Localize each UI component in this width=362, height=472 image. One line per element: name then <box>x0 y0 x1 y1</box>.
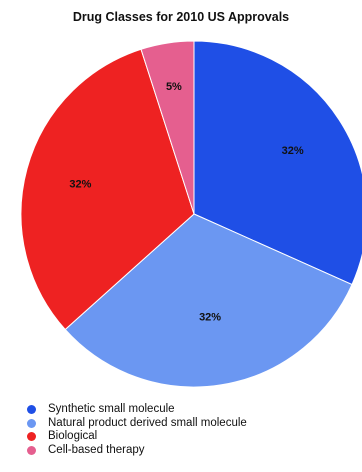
slice-natural-product-label: 32% <box>199 312 221 324</box>
slice-cell-based <box>140 40 195 215</box>
chart-title: Drug Classes for 2010 US Approvals <box>72 10 290 24</box>
legend-item-natural-product: Natural product derived small molecule <box>27 417 247 431</box>
legend-label: Natural product derived small molecule <box>48 416 247 429</box>
legend-item-biological: Biological <box>27 430 247 444</box>
slice-biological-label: 32% <box>69 178 91 190</box>
slice-synthetic-label: 32% <box>282 145 304 157</box>
slice-cell-based-label: 5% <box>166 81 182 93</box>
legend-item-cell-based: Cell-based therapy <box>27 444 247 458</box>
legend-label: Synthetic small molecule <box>48 403 175 415</box>
legend-label: Cell-based therapy <box>48 443 145 456</box>
legend-label: Biological <box>48 430 98 442</box>
legend-swatch <box>27 432 36 442</box>
legend: Synthetic small molecule Natural product… <box>27 403 247 457</box>
legend-swatch <box>27 418 36 428</box>
slice-biological <box>20 48 195 331</box>
legend-item-synthetic: Synthetic small molecule <box>27 403 247 417</box>
legend-swatch <box>27 445 36 455</box>
legend-swatch <box>27 405 36 415</box>
slice-natural-product <box>64 213 353 388</box>
slice-synthetic <box>193 40 362 286</box>
pie-chart: 32% 32% 32% 5% <box>20 40 362 388</box>
